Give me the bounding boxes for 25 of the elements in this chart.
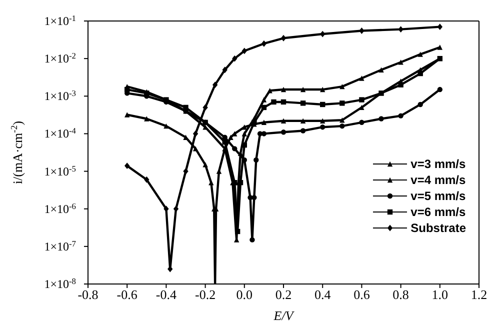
x-tick-label: 1.0 — [432, 287, 448, 302]
y-tick-label: 1×10$^{-7}$ — [44, 238, 76, 254]
legend-label: v=6 mm/s — [410, 205, 466, 219]
x-tick-label: -0.8 — [78, 287, 98, 302]
y-tick-label: 1×10$^{-4}$ — [44, 126, 77, 141]
legend-label: Substrate — [410, 221, 466, 235]
x-tick-label: 0.8 — [392, 287, 409, 302]
x-tick-label: 0.6 — [354, 287, 370, 302]
x-tick-label: -0.2 — [195, 287, 216, 302]
y-tick-label: 1×10$^{-3}$ — [44, 88, 76, 104]
legend-label: v=5 mm/s — [410, 189, 466, 203]
y-tick-label: 1×10$^{-8}$ — [44, 276, 76, 291]
legend-label: v=3 mm/s — [410, 157, 466, 171]
y-tick-label: 1×10$^{-5}$ — [44, 164, 76, 178]
x-tick-label: 0.4 — [314, 287, 332, 302]
x-tick-label: 0.0 — [236, 287, 253, 302]
y-tick-label: 1×10$^{-2}$ — [44, 51, 76, 66]
y-tick-label: 1×10$^{-6}$ — [44, 201, 76, 216]
x-tick-label: -0.6 — [116, 287, 138, 302]
x-tick-label: 1.2 — [470, 287, 488, 302]
y-tick-label: 1×10$^{-1}$ — [44, 14, 76, 28]
legend-label: v=4 mm/s — [410, 173, 466, 187]
x-tick-label: -0.4 — [156, 287, 177, 302]
x-tick-label: 0.2 — [275, 287, 292, 302]
x-axis-title: E/V — [272, 308, 296, 323]
